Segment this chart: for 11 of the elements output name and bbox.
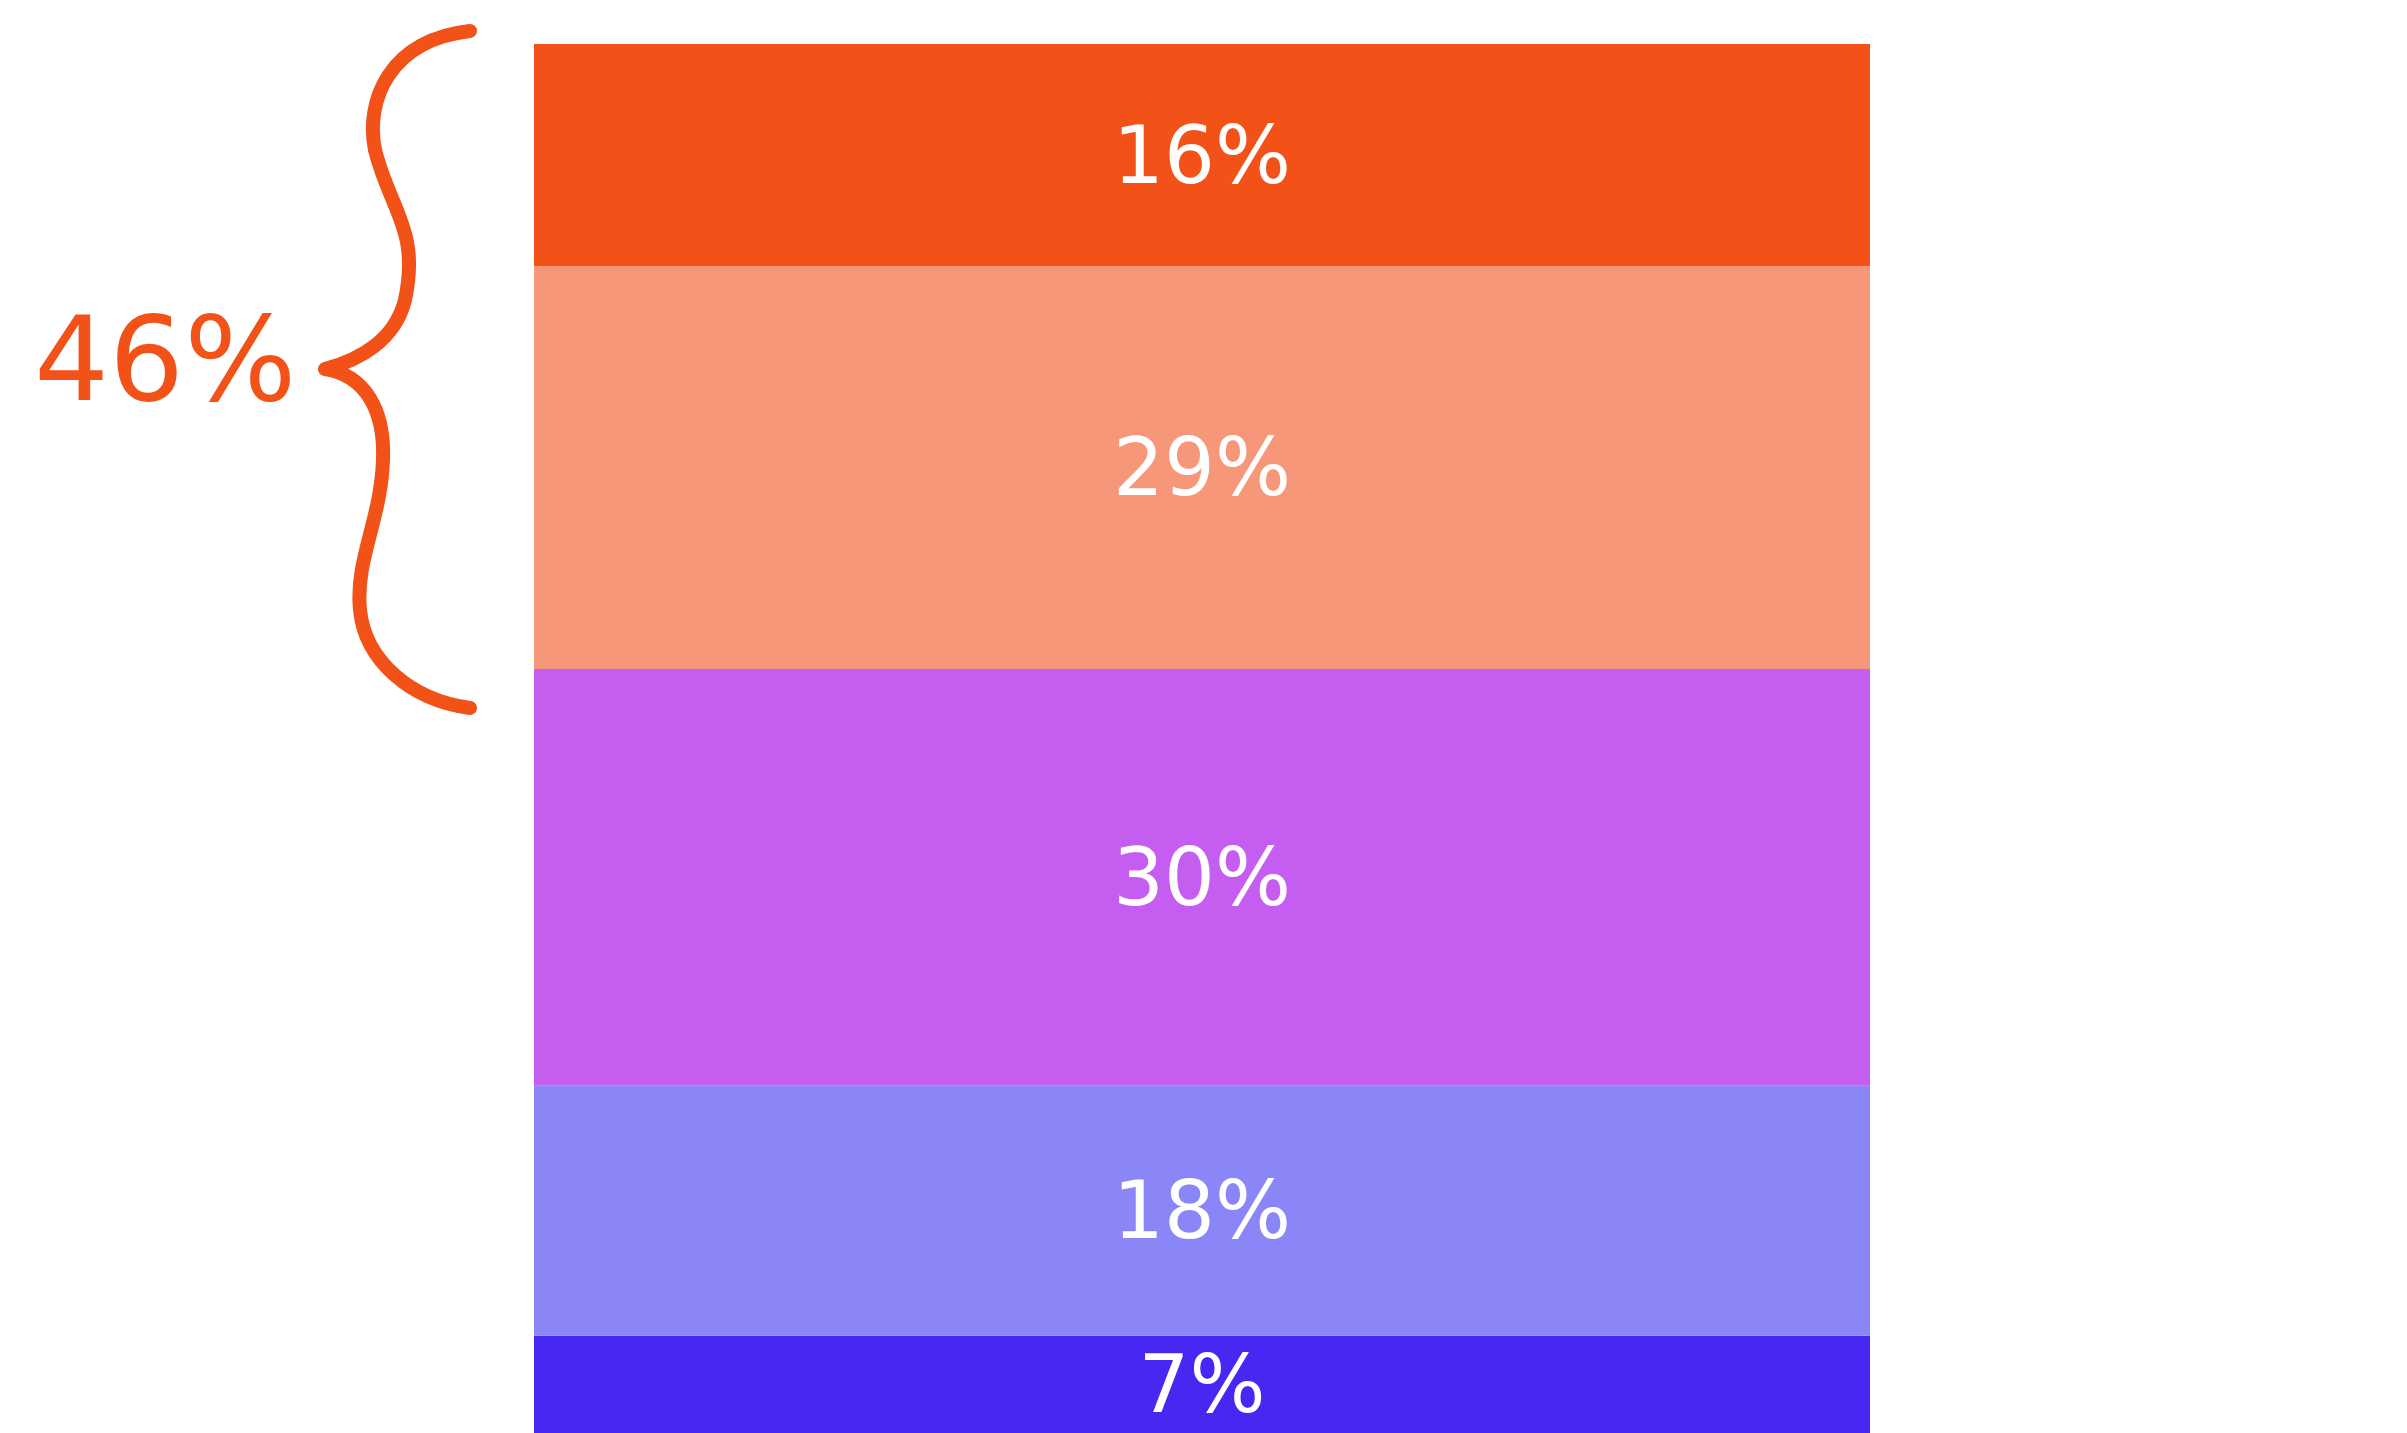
bar (534, 1085, 1870, 1336)
bar (534, 669, 1870, 1086)
data-label: 7% (1138, 1337, 1266, 1431)
data-label: 16% (1113, 108, 1291, 202)
data-label: 18% (1113, 1164, 1291, 1258)
bar (534, 44, 1870, 267)
bar (534, 266, 1870, 670)
bar (534, 1335, 1870, 1433)
data-label: 30% (1113, 830, 1291, 924)
data-label: 29% (1113, 421, 1291, 515)
text: 46% (34, 290, 297, 428)
